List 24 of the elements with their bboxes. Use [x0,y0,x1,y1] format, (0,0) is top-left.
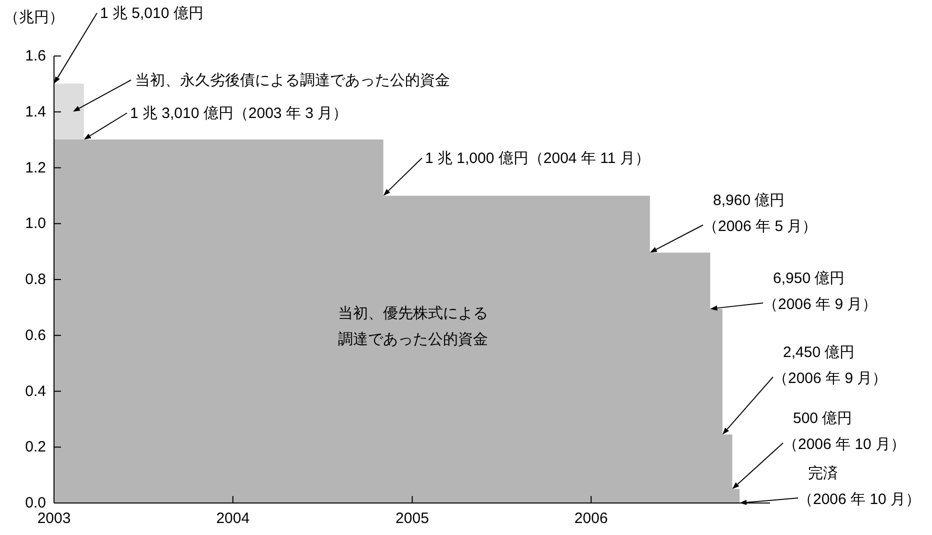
annotation: 8,960 億円（2006 年 5 月） [703,192,818,235]
x-tick-label: 2003 [37,510,71,527]
text: 当初、永久劣後債による調達であった公的資金 [135,72,450,89]
x-tick-label: 2006 [574,510,608,527]
y-axis-title: （兆円） [4,9,64,26]
x-tick-label: 2004 [216,510,250,527]
annotation: 1 兆 5,010 億円 [100,5,204,22]
y-tick-label: 0.0 [25,494,46,512]
annotation: 500 億円（2006 年 10 月） [783,410,906,453]
x-tick-label: 2005 [396,510,429,527]
annotation: 6,950 億円（2006 年 9 月） [763,270,878,313]
y-tick-label: 1.2 [25,159,46,176]
y-tick-label: 1.0 [25,215,46,232]
series-label: 当初、優先株式による調達であった公的資金 [338,305,488,348]
y-tick-label: 0.8 [25,271,46,288]
annotation: 1 兆 1,000 億円（2004 年 11 月） [425,150,650,167]
annotation: 1 兆 3,010 億円（2003 年 3 月） [130,105,348,122]
annotation: 完済（2006 年 10 月） [798,465,921,508]
y-tick-label: 0.2 [25,438,46,456]
y-tick-label: 1.4 [25,103,46,120]
y-tick-label: 1.6 [25,48,46,64]
y-tick-label: 0.4 [25,382,46,400]
annotation: 2,450 億円（2006 年 9 月） [773,344,888,387]
y-tick-label: 0.6 [25,326,46,344]
